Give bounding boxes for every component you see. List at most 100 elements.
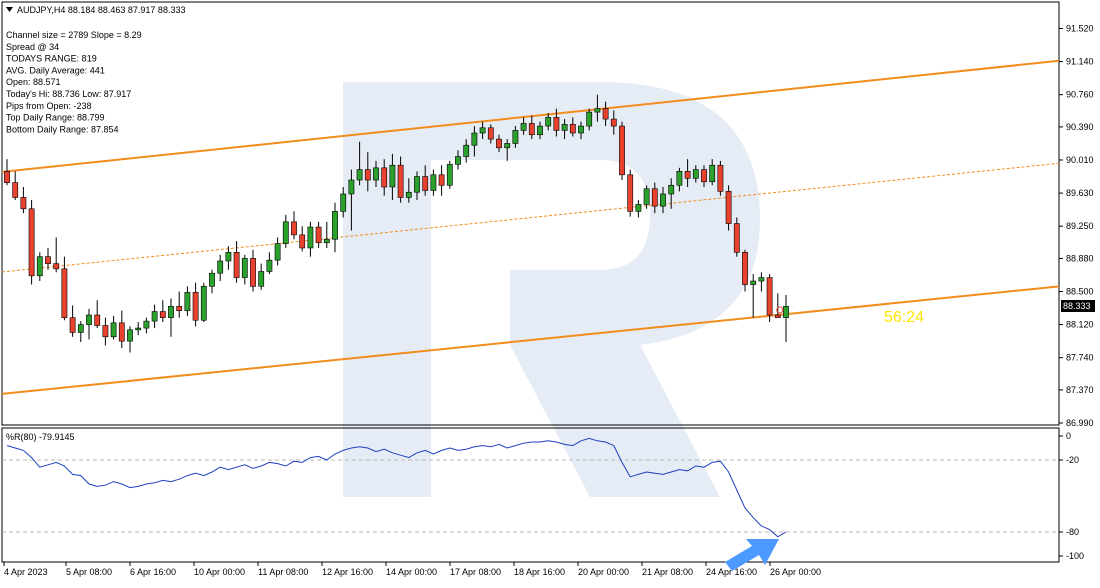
candle-body <box>332 211 338 240</box>
candle-body <box>520 123 527 131</box>
watermark-bowl <box>431 82 760 345</box>
candle-body <box>783 306 789 318</box>
candle-body <box>750 280 757 285</box>
candle-body <box>176 306 183 311</box>
time-tick-label: 4 Apr 2023 <box>4 567 48 577</box>
candle-body <box>225 252 232 262</box>
candle-body <box>742 252 748 285</box>
price-tick-label: 91.140 <box>1066 57 1094 67</box>
symbol-dropdown-icon[interactable] <box>6 7 13 12</box>
watermark-leg <box>510 345 720 497</box>
candle-body <box>20 197 27 210</box>
candle-body <box>61 268 68 318</box>
candle-body <box>446 164 453 186</box>
wpr-tick-label: -80 <box>1066 527 1079 537</box>
candle-body <box>586 111 593 127</box>
time-tick-label: 21 Apr 08:00 <box>642 567 693 577</box>
candle-body <box>414 176 420 193</box>
time-tick-label: 18 Apr 16:00 <box>514 567 565 577</box>
arrow-icon <box>725 539 779 571</box>
info-line: Open: 88.571 <box>6 77 61 87</box>
info-lines: Channel size = 2789 Slope = 8.29 Spread @… <box>6 30 142 134</box>
candle-body <box>143 320 150 329</box>
candle-body <box>77 324 84 333</box>
watermark-stem <box>343 82 431 497</box>
price-tick-label: 90.760 <box>1066 90 1094 100</box>
price-tick-label: 90.390 <box>1066 122 1094 132</box>
candle-body <box>725 191 732 224</box>
time-tick-label: 24 Apr 16:00 <box>706 567 757 577</box>
candle-body <box>496 138 502 149</box>
candle-body <box>12 182 19 198</box>
candle-body <box>733 223 740 253</box>
info-line: TODAYS RANGE: 819 <box>6 54 97 64</box>
candle-body <box>766 277 773 316</box>
info-line: Today's Hi: 88.736 Low: 87.917 <box>6 89 131 99</box>
candle-body <box>389 164 396 188</box>
candle-body <box>291 221 297 236</box>
candle-body <box>668 184 675 195</box>
symbol-header: AUDJPY,H4 88.184 88.463 87.917 88.333 <box>17 5 185 15</box>
candle-body <box>258 271 265 287</box>
candle-body <box>479 127 486 134</box>
price-tick-label: 88.880 <box>1066 253 1094 263</box>
candle-body <box>545 117 552 127</box>
indicator-plot <box>2 437 1059 538</box>
info-line: Top Daily Range: 88.799 <box>6 113 105 123</box>
candle-body <box>217 260 224 274</box>
candle-body <box>610 118 617 127</box>
candle-body <box>200 285 207 321</box>
candle-body <box>709 164 716 183</box>
candle-body <box>528 123 535 136</box>
candle-body <box>569 123 576 134</box>
candle-body <box>578 125 584 134</box>
wpr-arrow-annotation <box>725 539 779 571</box>
candle-body <box>758 277 765 282</box>
candle-body <box>684 171 691 179</box>
time-tick-label: 20 Apr 00:00 <box>578 567 629 577</box>
candle-body <box>463 144 470 157</box>
price-tick-label: 88.120 <box>1066 320 1094 330</box>
price-tick-label: 87.740 <box>1066 353 1094 363</box>
candle-body <box>53 263 60 270</box>
candle-body <box>471 132 478 146</box>
wpr-tick-label: -100 <box>1066 551 1084 561</box>
watermark-logo <box>343 82 760 497</box>
candle-body <box>127 329 133 342</box>
candle-body <box>315 226 322 244</box>
time-tick-label: 12 Apr 16:00 <box>322 567 373 577</box>
candle-body <box>635 204 642 212</box>
candle-body <box>356 169 363 181</box>
candle-body <box>250 258 256 287</box>
candle-body <box>692 169 699 179</box>
current-price-marker <box>776 306 784 314</box>
candle-body <box>233 252 240 278</box>
info-line: Bottom Daily Range: 87.854 <box>6 124 119 134</box>
wpr-tick-label: 0 <box>1066 431 1071 441</box>
candle-body <box>537 125 543 136</box>
wpr-line <box>6 437 787 538</box>
price-tick-label: 86.990 <box>1066 418 1094 428</box>
info-line: Spread @ 34 <box>6 42 59 52</box>
price-axis: 91.520 91.140 90.760 90.390 90.010 89.630 89.2… <box>1059 24 1094 561</box>
candle-body <box>619 125 625 176</box>
current-price-tag-bg <box>1061 300 1095 312</box>
candle-body <box>266 259 273 272</box>
time-tick-label: 5 Apr 08:00 <box>66 567 112 577</box>
channel-mid-line <box>1 162 1060 273</box>
info-line: AVG. Daily Average: 441 <box>6 65 105 75</box>
candle-body <box>381 167 388 188</box>
candle-body <box>553 117 560 131</box>
candle-body <box>602 108 609 120</box>
candle-body <box>168 306 174 318</box>
candle-body <box>28 208 35 277</box>
price-tick-label: 88.500 <box>1066 287 1094 297</box>
candle-body <box>340 193 347 212</box>
time-tick-label: 10 Apr 00:00 <box>194 567 245 577</box>
candle-body <box>4 171 10 183</box>
candle-body <box>676 171 683 186</box>
candle-body <box>774 314 781 318</box>
candle-body <box>594 108 601 113</box>
time-tick-label: 14 Apr 00:00 <box>386 567 437 577</box>
